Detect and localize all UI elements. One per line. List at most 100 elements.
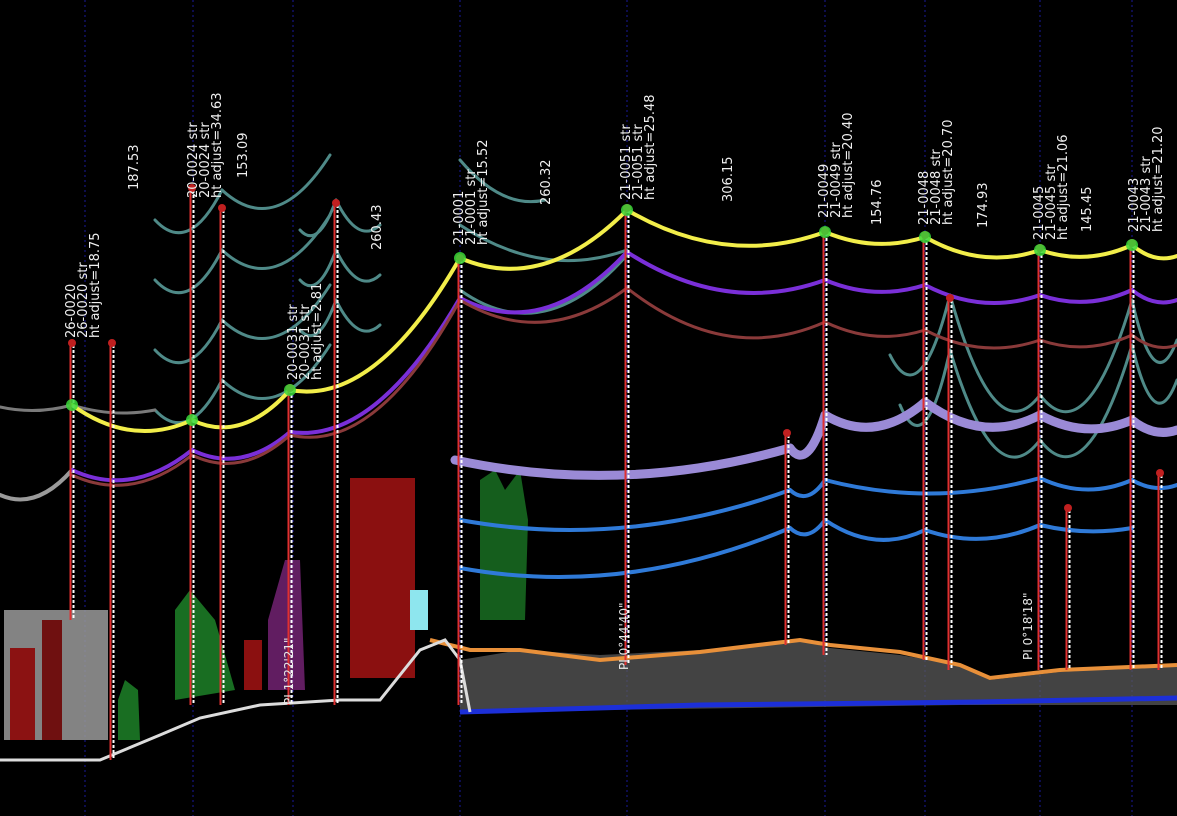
structure-label: 21-0048 str — [929, 149, 944, 225]
shield-wire — [0, 403, 74, 413]
span-length: 154.76 — [870, 180, 885, 226]
shield-wire — [298, 248, 338, 288]
span-length: 153.09 — [236, 133, 251, 179]
attachment-point — [68, 339, 76, 347]
conductor — [70, 453, 194, 487]
attachment-point — [1034, 244, 1046, 256]
structure-label: ht adjust=21.20 — [1151, 126, 1166, 232]
attachment-point — [188, 184, 196, 192]
shield-wire — [298, 298, 338, 338]
conductor — [823, 518, 927, 542]
conductor — [190, 430, 292, 461]
attachment-point — [332, 199, 340, 207]
conductor — [785, 410, 830, 460]
structure-label: 21-0048 — [917, 171, 932, 225]
conductors — [0, 153, 1177, 579]
ground-profile — [0, 470, 1177, 762]
conductor — [923, 328, 1042, 350]
attachment-point — [919, 231, 931, 243]
span-length: 260.32 — [539, 160, 554, 206]
shield-wire — [153, 248, 224, 295]
conductor — [920, 397, 1045, 432]
point-cloud-building — [350, 478, 415, 678]
conductor — [1127, 415, 1177, 437]
shield-wire — [1130, 298, 1177, 364]
shield-wire — [1130, 343, 1177, 405]
shield-wire — [220, 283, 332, 340]
conductor — [823, 230, 927, 246]
structure-label: 21-0001 — [452, 191, 467, 245]
conductor — [1038, 288, 1134, 304]
span-length: 260.43 — [370, 205, 385, 251]
ground-line — [0, 638, 472, 762]
structure-label: ht adjust=34.63 — [210, 92, 225, 198]
conductor — [1130, 288, 1177, 305]
structure-label: ht adjust=20.40 — [841, 112, 856, 218]
conductor — [70, 448, 194, 483]
structures — [66, 184, 1164, 760]
shield-wire — [458, 223, 629, 263]
vegetation — [118, 680, 140, 740]
attachment-point — [819, 226, 831, 238]
conductor — [190, 388, 292, 430]
shield-wire — [458, 158, 547, 204]
structure-label: 21-0051 str — [619, 124, 634, 200]
attachment-point — [284, 384, 296, 396]
conductor — [923, 283, 1042, 305]
shield-wire — [334, 198, 382, 233]
shield-wire — [153, 188, 224, 235]
attachment-point — [621, 204, 633, 216]
conductor — [70, 403, 194, 434]
point-cloud-building — [244, 640, 262, 690]
shield-wire — [948, 293, 1042, 413]
conductor — [450, 443, 795, 480]
span-length: 187.53 — [127, 145, 142, 191]
structure-label: 21-0049 — [817, 164, 832, 218]
shield-wire — [220, 343, 332, 400]
structure-label: ht adjust=2.81 — [310, 283, 325, 380]
structure-label: 20-0031 str — [298, 304, 313, 380]
shield-wire — [888, 293, 952, 377]
attachment-point — [186, 414, 198, 426]
shield-wire — [0, 468, 74, 502]
vegetation — [480, 470, 528, 620]
shield-wire — [153, 318, 224, 365]
point-cloud-object — [410, 590, 428, 630]
attachment-point — [1156, 469, 1164, 477]
shield-wire — [334, 248, 382, 283]
conductor — [1038, 333, 1134, 349]
conductor — [1038, 476, 1134, 492]
conductor — [1035, 410, 1137, 434]
conductor — [288, 296, 462, 435]
structure-label: ht adjust=20.70 — [941, 119, 956, 225]
structure-label: 21-0043 — [1127, 178, 1142, 232]
conductor — [820, 397, 930, 432]
span-length: 145.45 — [1080, 187, 1095, 233]
conductor — [625, 208, 827, 248]
conductor — [1038, 523, 1134, 534]
structure-label: ht adjust=21.06 — [1056, 134, 1071, 240]
structure-label: 20-0024 str — [198, 122, 213, 198]
structure-label: 21-0045 — [1032, 186, 1047, 240]
shield-wire — [458, 253, 629, 315]
structure-label: ht adjust=18.75 — [88, 232, 103, 338]
attachment-point — [66, 399, 78, 411]
conductor — [458, 208, 629, 271]
structure-label: 21-0043 str — [1139, 156, 1154, 232]
conductor — [1130, 478, 1177, 491]
attachment-point — [1064, 504, 1072, 512]
shield-wire — [1038, 298, 1134, 414]
attachment-point — [108, 339, 116, 347]
attachment-point — [454, 252, 466, 264]
pi-label: PI 0°44'40" — [617, 602, 631, 670]
conductor — [190, 433, 292, 465]
shield-wire — [948, 348, 1042, 459]
conductor — [923, 523, 1042, 541]
conductor — [823, 320, 927, 338]
shield-wire — [298, 198, 338, 238]
structure-label: 20-0024 str — [186, 122, 201, 198]
shield-wire — [1038, 343, 1134, 459]
point-cloud-building — [42, 620, 62, 740]
